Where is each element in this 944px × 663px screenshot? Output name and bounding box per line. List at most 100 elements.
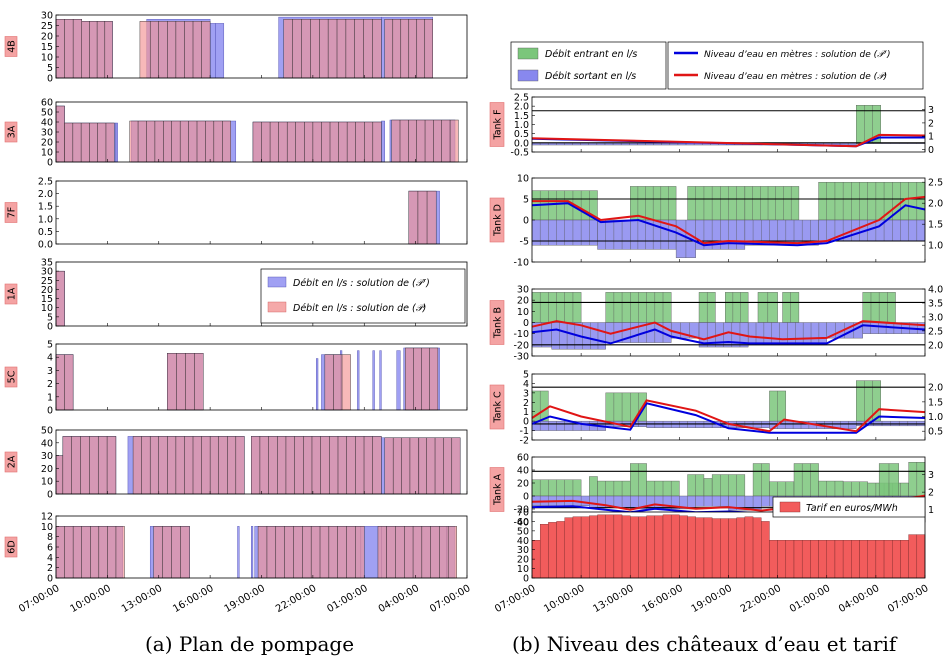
bar-tariff: [875, 540, 885, 579]
time-tick-label: 19:00:00: [690, 583, 734, 615]
y-tick-label: 30: [41, 451, 53, 462]
y-tick-label: 1.0: [38, 214, 53, 225]
pump-label-box: [4, 283, 18, 305]
plot-area: [56, 181, 467, 244]
bar-tariff: [892, 540, 901, 579]
y-tick-label: 25: [41, 21, 53, 32]
bar-tariff: [605, 514, 615, 579]
y2-tick-label: 3.0: [928, 312, 943, 323]
y-tick-label: 3: [47, 366, 53, 377]
pump-panel-3A: [4, 101, 468, 163]
bar-tariff: [720, 518, 729, 579]
bar-tariff: [646, 515, 656, 579]
y-tick-label: 30: [41, 267, 53, 278]
y-tick-label: 2.0: [514, 102, 529, 113]
y-tick-label: 35: [41, 258, 53, 269]
time-tick-label: 16:00:00: [171, 583, 215, 615]
y2-tick-label: 2.0: [928, 199, 943, 210]
time-tick-label: 07:00:00: [428, 583, 472, 615]
bar-tariff: [900, 540, 909, 579]
time-tick-label: 04:00:00: [837, 583, 881, 615]
y-tick-label: 10: [41, 522, 53, 533]
legend-label-inflow: Débit entrant en l/s: [545, 49, 637, 60]
line-level-p: [531, 399, 926, 433]
bar-tariff: [703, 517, 713, 579]
bar-p: [55, 105, 65, 163]
bar-tariff: [597, 514, 606, 579]
tank-panel-Tank-B: [489, 288, 926, 357]
time-tick-label: 22:00:00: [739, 583, 783, 615]
legend-frame-levels: [667, 41, 924, 90]
legend-label-outflow: Débit sortant en l/s: [545, 71, 636, 82]
legend-label-tariff: Tarif en euros/MWh: [806, 503, 898, 514]
legend-label-level-p-prime: Niveau d’eau en mètres : solution de (𝒫″…: [704, 49, 890, 60]
bar-p-prime: [381, 120, 385, 163]
tank-label: Tank F: [493, 109, 504, 140]
y-tick-label: 0: [523, 492, 529, 503]
y-tick-label: 4: [47, 553, 53, 564]
y-tick-label: 4: [47, 353, 53, 364]
y-tick-label: 0: [47, 406, 53, 417]
time-tick-label: 01:00:00: [788, 583, 832, 615]
bar-tariff: [670, 514, 680, 579]
bar-tariff: [564, 517, 574, 579]
bar-inflow: [818, 480, 844, 497]
bar-inflow: [842, 481, 868, 497]
pump-label: 2A: [7, 455, 18, 468]
pump-label: 1A: [7, 287, 18, 300]
pump-label: 4B: [7, 40, 18, 53]
bar-p: [132, 436, 245, 495]
bar-tariff: [826, 540, 836, 579]
y-tick-label: 5: [47, 312, 53, 323]
bar-tariff: [728, 518, 737, 579]
y-tick-label: 30: [41, 128, 53, 139]
bar-p-prime: [396, 350, 401, 411]
y-tick-label: -40: [513, 518, 529, 529]
y-tick-label: -10: [513, 258, 529, 269]
y2-tick-label: 2.5: [928, 178, 943, 189]
bar-p-prime: [372, 350, 375, 411]
y-tick-label: 15: [41, 294, 53, 305]
y2-tick-label: 2.5: [928, 326, 943, 337]
y-tick-label: 10: [517, 564, 529, 575]
y2-tick-label: 1.0: [928, 412, 943, 423]
y-tick-label: 20: [41, 285, 53, 296]
y-tick-label: 20: [517, 479, 529, 490]
y-tick-label: -5: [520, 237, 529, 248]
y2-tick-label: 1.5: [928, 220, 943, 231]
y2-tick-label: 3: [928, 470, 934, 481]
line-level-p-prime: [531, 202, 926, 247]
caption-tanks-tariff: (b) Niveau des châteaux d’eau et tarif: [512, 632, 897, 656]
pump-legend: [260, 268, 466, 324]
y-tick-label: 70: [517, 508, 529, 519]
pump-label: 5C: [7, 370, 18, 383]
y-tick-label: -20: [513, 340, 529, 351]
time-tick-label: 22:00:00: [274, 583, 318, 615]
bar-tariff: [589, 515, 598, 579]
y-tick-label: 10: [41, 148, 53, 159]
bar-tariff: [539, 524, 549, 579]
y2-tick-label: 0: [928, 145, 934, 156]
line-level-p: [532, 195, 926, 245]
bar-tariff: [801, 540, 811, 579]
legend-swatch-tariff: [779, 501, 801, 513]
y2-tick-label: 3: [928, 105, 934, 116]
y-tick-label: 1: [47, 392, 53, 403]
legend-swatch-p: [267, 301, 287, 313]
y-tick-label: 2.0: [38, 189, 53, 200]
y-tick-label: 0.5: [514, 129, 529, 140]
bar-p: [283, 19, 382, 79]
y-tick-label: -20: [513, 505, 529, 516]
pump-label-box: [4, 536, 18, 558]
bar-p: [149, 21, 211, 79]
y-tick-label: 2: [47, 563, 53, 574]
bar-tariff: [859, 540, 868, 579]
y-tick-label: 2.5: [514, 93, 529, 104]
bar-p: [252, 121, 382, 163]
bar-inflow: [589, 476, 598, 497]
tank-label-box: [489, 102, 505, 147]
tank-label-box: [489, 467, 505, 512]
time-tick-label: 07:00:00: [886, 583, 930, 615]
legend-swatch-p-prime: [267, 276, 287, 288]
